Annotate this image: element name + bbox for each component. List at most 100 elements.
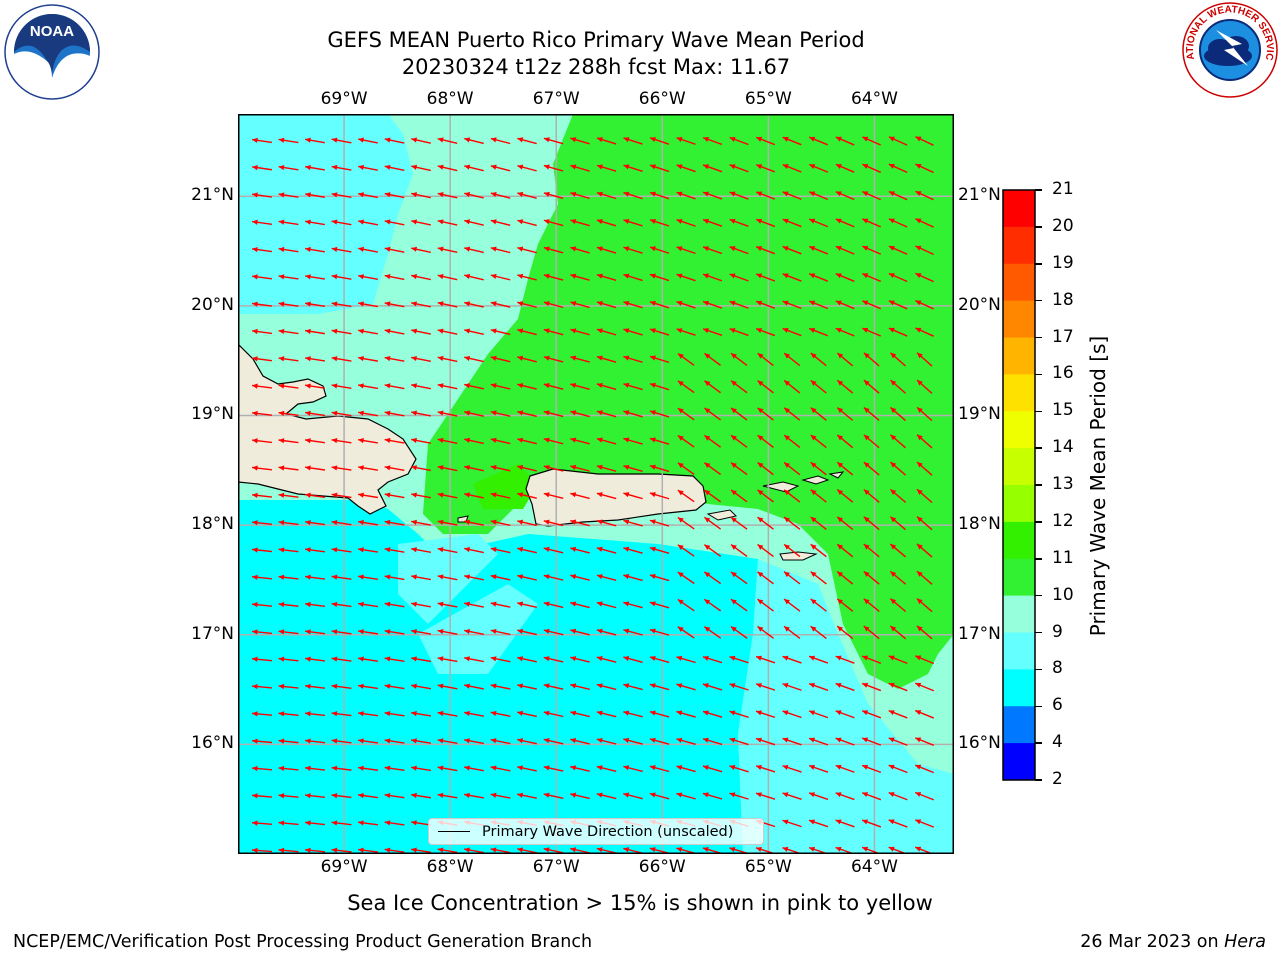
wave-arrow — [730, 407, 748, 421]
colorbar-segment — [1003, 632, 1035, 670]
wave-arrow — [623, 519, 643, 527]
lat-tick-label: 16°N — [191, 733, 234, 754]
wave-arrow — [358, 492, 378, 499]
wave-arrow — [517, 355, 537, 363]
wave-arrow — [358, 519, 378, 526]
wave-arrow — [808, 163, 829, 173]
wave-arrow — [649, 137, 670, 145]
wave-arrow — [251, 328, 273, 335]
wave-arrow — [437, 847, 458, 854]
wave-arrow — [411, 738, 431, 744]
wave-arrow — [543, 273, 564, 281]
colorbar-tick-mark — [1035, 226, 1042, 228]
wave-arrow — [304, 738, 326, 744]
wave-arrow — [835, 273, 855, 282]
wave-arrow — [596, 765, 617, 772]
wave-arrow — [517, 137, 537, 145]
wave-arrow — [490, 574, 511, 581]
wave-arrow — [783, 461, 801, 476]
wave-arrow — [676, 710, 696, 718]
wave-arrow — [543, 437, 564, 445]
wave-arrow — [490, 219, 511, 227]
wave-arrow — [304, 765, 326, 771]
colorbar-tick-label: 20 — [1052, 215, 1074, 236]
vector-legend: Primary Wave Direction (unscaled) — [428, 818, 764, 845]
wave-arrow — [730, 598, 748, 612]
lat-tick-label: 19°N — [958, 404, 1001, 425]
wave-arrow — [278, 301, 299, 307]
wave-arrow — [517, 328, 537, 336]
wave-arrow — [835, 737, 855, 746]
wave-arrow — [384, 711, 405, 717]
wave-arrow — [517, 738, 537, 745]
wave-arrow — [835, 136, 855, 146]
wave-arrow — [437, 710, 458, 717]
legend-label: Primary Wave Direction (unscaled) — [482, 823, 734, 840]
wave-arrow — [916, 543, 933, 558]
colorbar-tick-mark — [1035, 742, 1042, 744]
wave-arrow — [623, 765, 643, 773]
wave-arrow — [808, 819, 829, 828]
wave-arrow — [649, 601, 670, 609]
wave-arrow — [863, 543, 880, 558]
wave-arrow — [437, 683, 458, 690]
wave-arrow — [862, 300, 881, 310]
wave-arrow — [623, 492, 643, 500]
wave-arrow — [623, 737, 643, 745]
colorbar-tick-mark — [1035, 189, 1042, 191]
wave-arrow — [517, 383, 537, 390]
wave-arrow — [331, 820, 352, 826]
wave-arrow — [702, 683, 723, 691]
wave-arrow — [437, 437, 458, 444]
wave-arrow — [915, 163, 934, 174]
wave-arrow — [889, 461, 907, 476]
wave-arrow — [862, 327, 881, 337]
wave-arrow — [808, 245, 829, 255]
wave-arrow — [862, 163, 881, 173]
wave-arrow — [649, 737, 670, 745]
wave-arrow — [570, 246, 590, 254]
wave-arrow — [490, 683, 511, 690]
wave-arrow — [782, 163, 802, 173]
period-8s-region-south — [238, 500, 758, 854]
wave-arrow — [757, 571, 774, 585]
wave-arrow — [358, 683, 378, 690]
wave-arrow — [862, 272, 881, 283]
wave-arrow — [543, 792, 564, 800]
wave-arrow — [251, 520, 273, 526]
wave-arrow — [916, 570, 933, 585]
colorbar-segment — [1003, 263, 1035, 302]
wave-arrow — [863, 406, 880, 422]
wave-arrow — [649, 273, 670, 282]
wave-arrow — [305, 410, 325, 417]
wave-arrow — [888, 710, 908, 719]
wave-arrow — [623, 137, 643, 145]
wave-arrow — [889, 598, 907, 613]
wave-arrow — [810, 461, 827, 476]
wave-arrow — [755, 683, 776, 691]
wave-arrow — [357, 765, 379, 771]
wave-arrow — [596, 164, 617, 172]
wave-arrow — [251, 274, 273, 280]
wave-arrow — [331, 519, 352, 526]
wave-arrow — [914, 655, 935, 665]
wave-arrow — [596, 683, 617, 691]
wave-arrow — [783, 625, 801, 639]
wave-arrow — [437, 465, 458, 472]
wave-arrow — [358, 465, 378, 471]
wave-arrow — [437, 574, 458, 581]
wave-arrow — [810, 407, 827, 421]
wave-arrow — [384, 437, 405, 444]
wave-arrow — [915, 327, 934, 337]
virgin-islands — [762, 471, 845, 493]
wave-arrow — [676, 164, 696, 173]
wave-arrow — [729, 792, 749, 800]
wave-arrow — [517, 273, 537, 281]
wave-arrow — [411, 629, 431, 635]
wave-arrow — [810, 352, 827, 367]
wave-arrow — [384, 547, 405, 553]
colorbar-tick-mark — [1035, 558, 1042, 560]
wave-arrow — [384, 219, 405, 226]
wave-arrow — [464, 137, 484, 145]
wave-arrow — [808, 737, 829, 746]
